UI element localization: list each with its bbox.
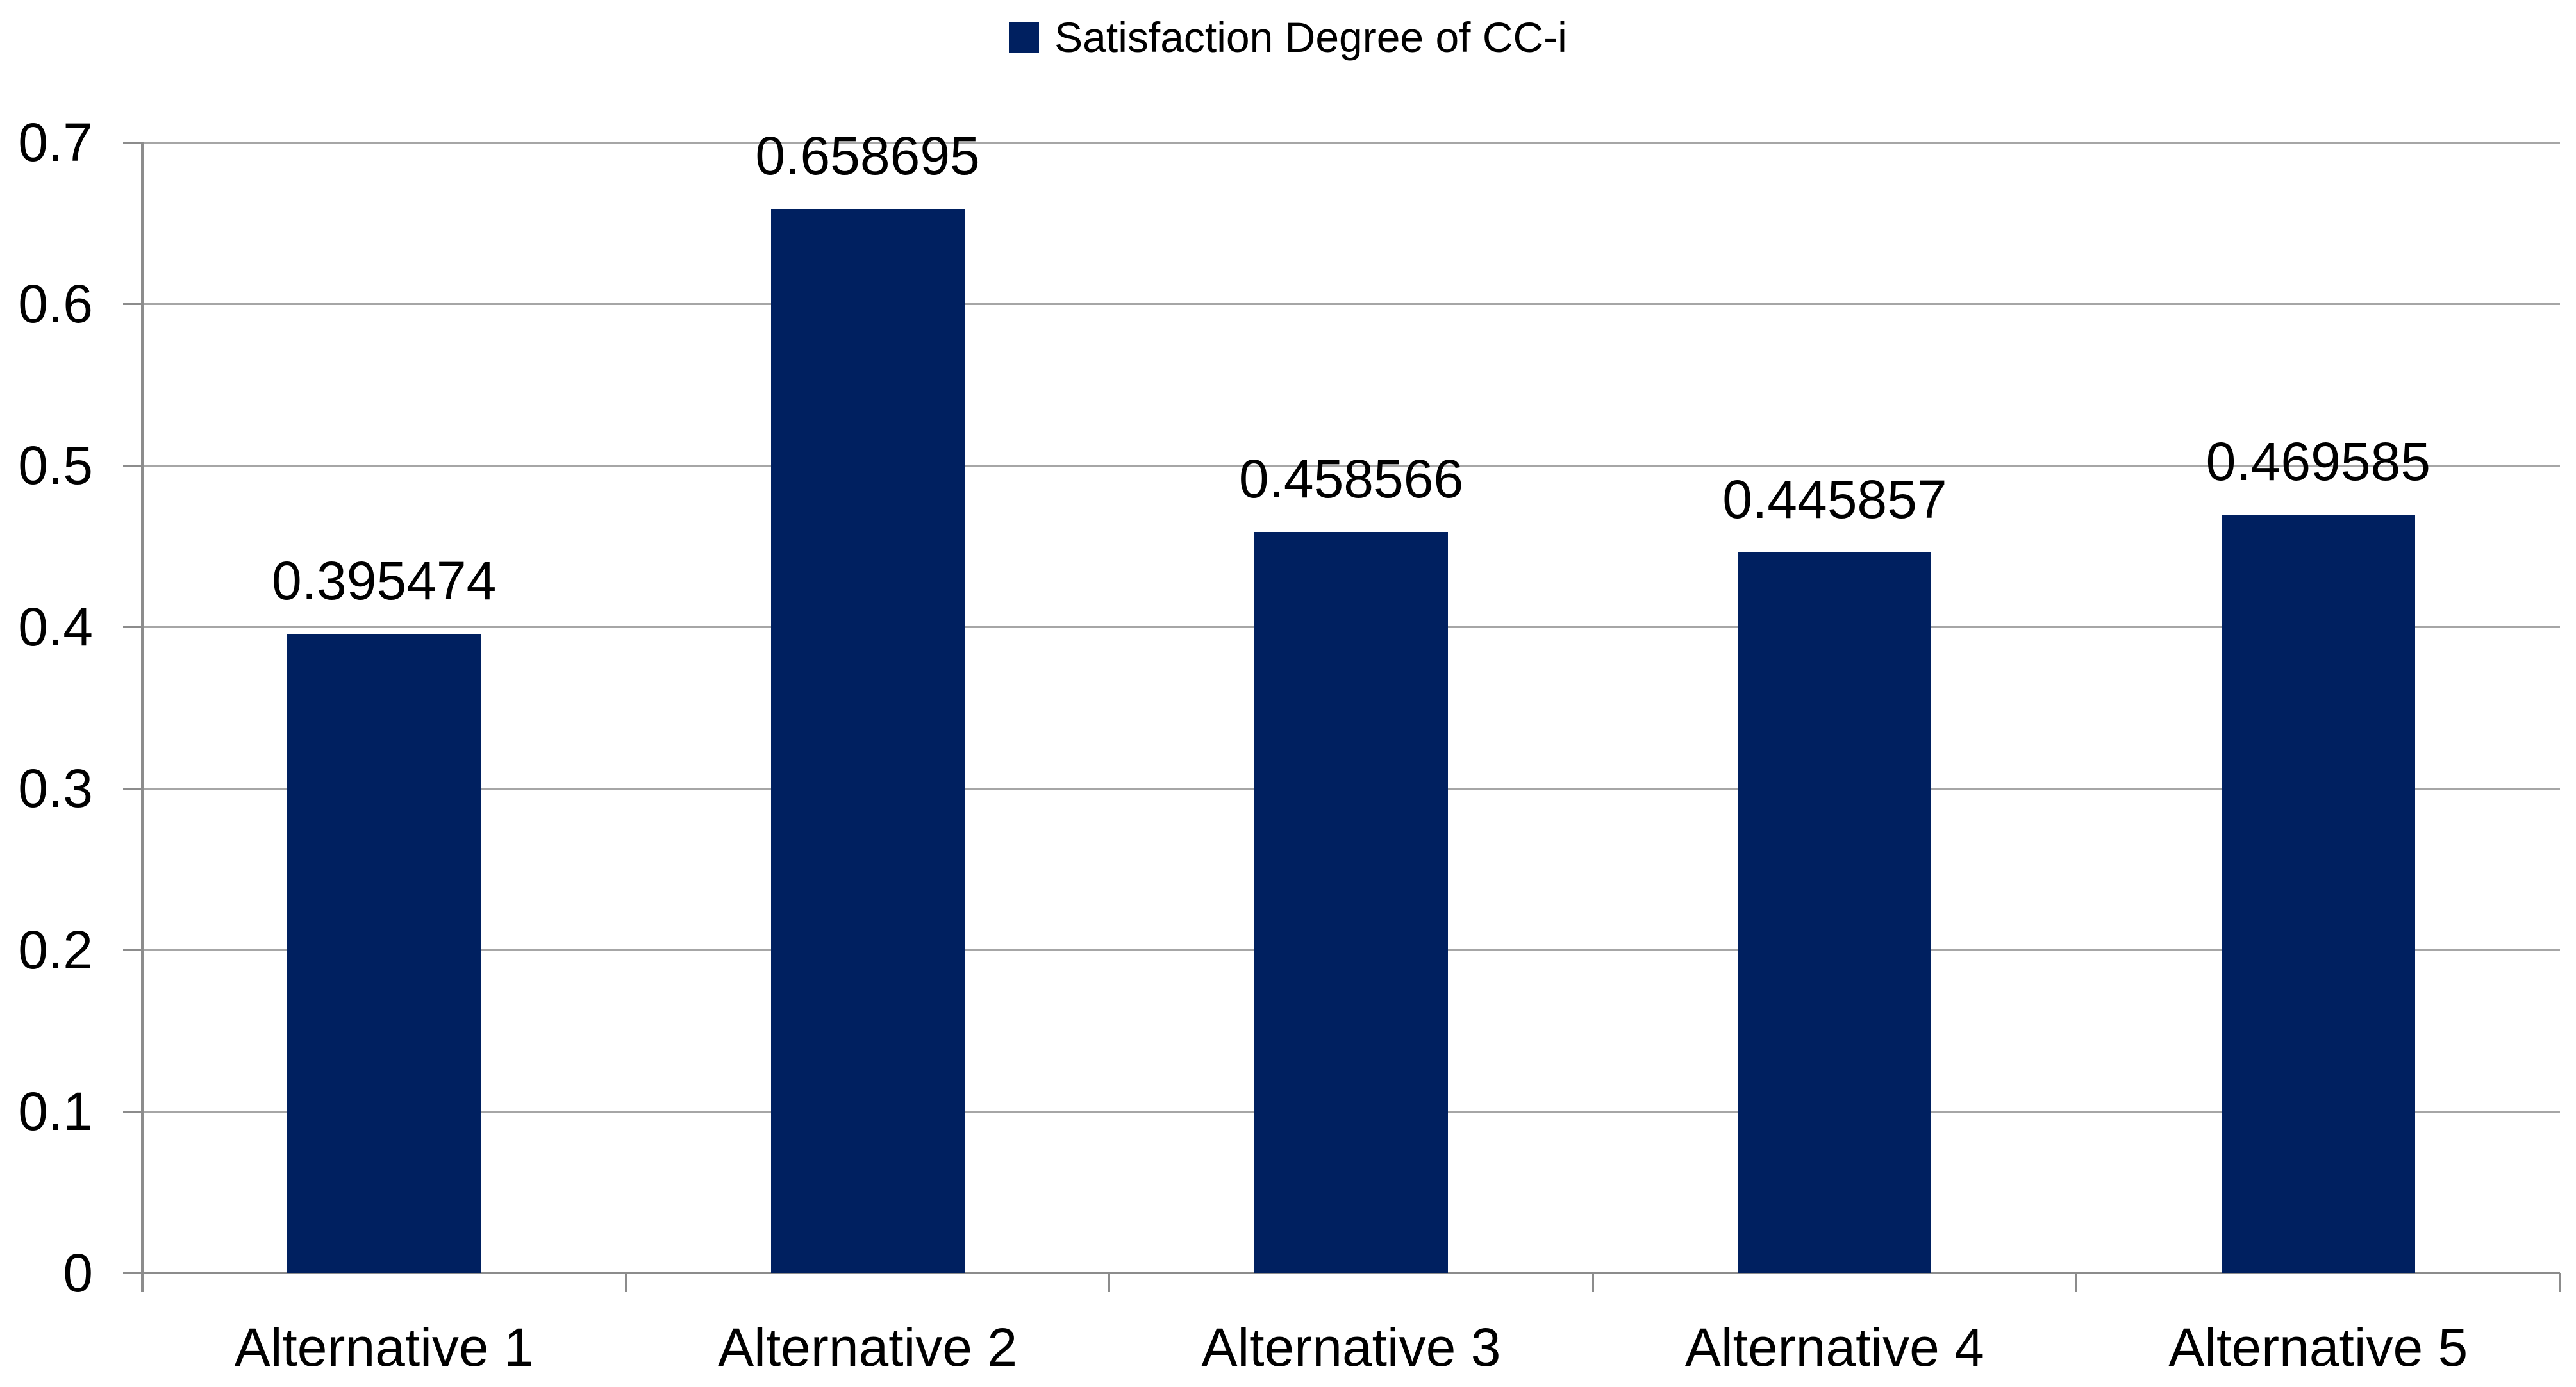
y-tick-label: 0.4 <box>18 597 93 657</box>
bar <box>287 634 481 1273</box>
x-axis-line <box>142 1272 2560 1274</box>
x-axis-tick <box>141 1273 144 1292</box>
gridline <box>142 141 2560 144</box>
gridline <box>142 464 2560 467</box>
bar <box>770 209 965 1273</box>
y-axis-tick <box>123 787 142 790</box>
gridline <box>142 303 2560 305</box>
category-label: Alternative 1 <box>234 1317 534 1377</box>
legend-swatch-icon <box>1009 22 1040 53</box>
bar <box>1254 532 1448 1273</box>
x-axis-tick <box>1591 1273 1594 1292</box>
y-axis-tick <box>123 464 142 467</box>
bar-value-label: 0.458566 <box>1238 449 1464 510</box>
y-tick-label: 0.2 <box>18 920 93 980</box>
y-tick-label: 0 <box>63 1243 93 1303</box>
x-axis-tick <box>2559 1273 2561 1292</box>
y-tick-label: 0.5 <box>18 435 93 495</box>
y-tick-label: 0.1 <box>18 1081 93 1142</box>
bar-value-label: 0.395474 <box>272 551 497 611</box>
category-label: Alternative 4 <box>1684 1317 1984 1377</box>
bar <box>1738 552 1932 1273</box>
chart-legend: Satisfaction Degree of CC-i <box>0 10 2576 64</box>
x-axis-tick <box>624 1273 627 1292</box>
bar-value-label: 0.658695 <box>755 126 980 187</box>
y-axis-tick <box>123 949 142 951</box>
y-axis-tick <box>123 626 142 628</box>
x-axis-tick <box>1108 1273 1111 1292</box>
y-axis-tick <box>123 141 142 144</box>
category-label: Alternative 5 <box>2168 1317 2468 1377</box>
bar-value-label: 0.469585 <box>2206 431 2431 492</box>
y-tick-label: 0.3 <box>18 758 93 818</box>
y-axis-line <box>141 142 144 1292</box>
x-axis-tick <box>2075 1273 2078 1292</box>
y-axis-tick <box>123 1272 142 1274</box>
y-tick-label: 0.6 <box>18 274 93 334</box>
bar <box>2221 514 2415 1273</box>
category-label: Alternative 2 <box>718 1317 1018 1377</box>
y-axis-tick <box>123 1110 142 1113</box>
y-tick-label: 0.7 <box>18 112 93 172</box>
y-axis-tick <box>123 303 142 305</box>
legend-label: Satisfaction Degree of CC-i <box>1054 13 1567 61</box>
bar-value-label: 0.445857 <box>1722 469 1947 530</box>
category-label: Alternative 3 <box>1201 1317 1501 1377</box>
